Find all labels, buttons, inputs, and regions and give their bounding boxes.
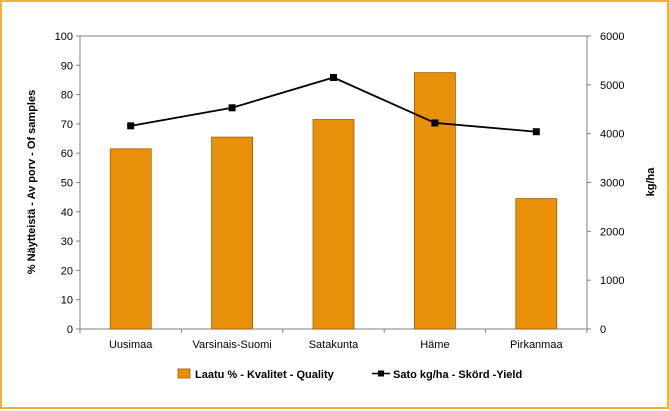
legend-swatch-quality [177, 368, 191, 379]
y-left-tick-label: 80 [61, 90, 73, 102]
legend: Laatu % - Kvalitet - Quality Sato kg/ha … [177, 368, 522, 381]
bar-häme [413, 72, 456, 330]
y-left-tick-label: 100 [55, 31, 73, 43]
bar-satakunta [312, 119, 355, 330]
yield-point [431, 119, 439, 127]
y-right-tick-label: 5000 [600, 80, 624, 92]
y-right-axis-title: kg/ha [645, 167, 657, 197]
x-tick-label: Varsinais-Suomi [192, 339, 271, 351]
y-left-tick-label: 20 [61, 265, 73, 277]
y-left-tick-label: 0 [67, 324, 73, 336]
x-tick-label: Pirkanmaa [510, 339, 563, 351]
y-right-tick-label: 6000 [600, 31, 624, 43]
y-left-axis-title: % Näytteistä - Av porv - Of samples [26, 90, 38, 274]
line-series [127, 74, 540, 136]
y-left-tick-label: 90 [61, 60, 73, 72]
bars [109, 72, 558, 330]
legend-marker-yield [378, 370, 384, 377]
y-left-ticks: 0 10 20 30 40 50 60 70 80 90 100 [55, 31, 80, 336]
y-right-tick-label: 1000 [600, 275, 624, 287]
bar-varsinais-suomi [211, 136, 254, 330]
x-tick-label: Häme [420, 339, 449, 351]
y-right-tick-label: 2000 [600, 226, 624, 238]
y-left-tick-label: 50 [61, 178, 73, 190]
y-left-tick-label: 70 [61, 119, 73, 131]
y-left-tick-label: 60 [61, 148, 73, 160]
x-tick-label: Satakunta [309, 339, 359, 351]
yield-point [228, 104, 236, 112]
x-ticks: Uusimaa Varsinais-Suomi Satakunta Häme Pirka… [79, 329, 588, 351]
yield-point [532, 128, 540, 136]
y-right-tick-label: 0 [600, 324, 606, 336]
bar-pirkanmaa [515, 198, 558, 330]
x-tick-label: Uusimaa [109, 339, 153, 351]
y-left-tick-label: 10 [61, 295, 73, 307]
y-left-tick-label: 40 [61, 207, 73, 219]
yield-point [127, 122, 135, 130]
y-right-tick-label: 4000 [600, 129, 624, 141]
y-left-tick-label: 30 [61, 236, 73, 248]
legend-label-yield: Sato kg/ha - Skörd -Yield [393, 369, 522, 381]
y-right-tick-label: 3000 [600, 178, 624, 190]
yield-point [330, 74, 337, 82]
legend-label-quality: Laatu % - Kvalitet - Quality [195, 369, 335, 381]
bar-uusimaa [109, 148, 152, 330]
y-right-ticks: 0 1000 2000 3000 4000 5000 6000 [587, 31, 624, 336]
